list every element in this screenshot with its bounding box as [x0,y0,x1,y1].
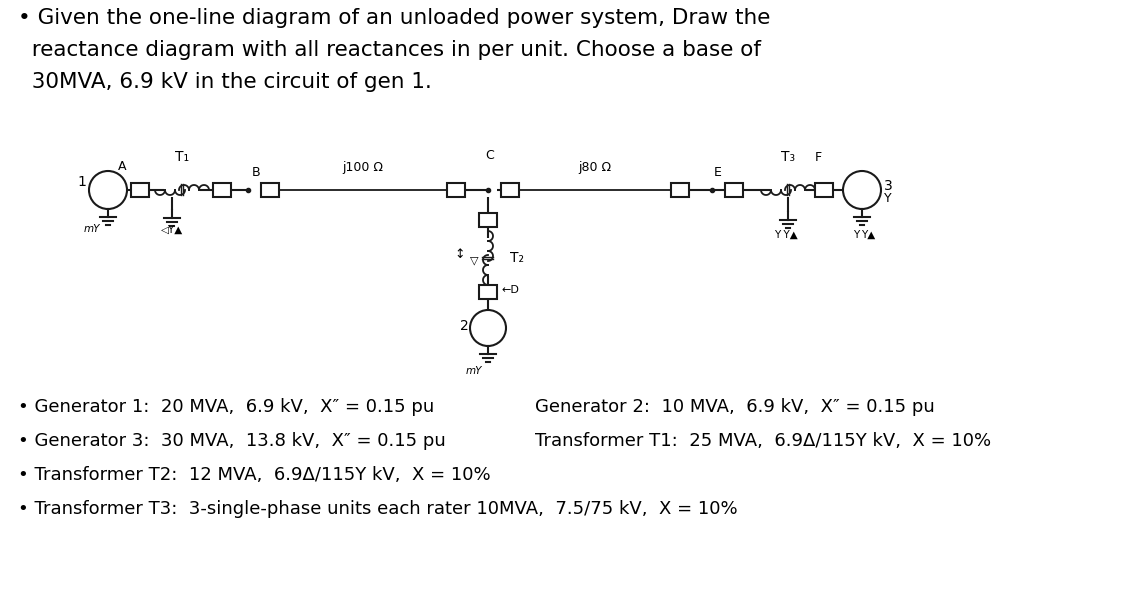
Text: • Transformer T3:  3-single-phase units each rater 10MVA,  7.5/75 kV,  X = 10%: • Transformer T3: 3-single-phase units e… [18,500,737,518]
Bar [671,183,689,197]
Text: 1: 1 [77,175,86,189]
Text: Y: Y [884,191,892,204]
Text: 3: 3 [884,179,893,193]
Text: 2: 2 [460,319,468,333]
Bar [213,183,231,197]
Text: • Transformer T2:  12 MVA,  6.9Δ/115Y kV,  X = 10%: • Transformer T2: 12 MVA, 6.9Δ/115Y kV, … [18,466,490,484]
Bar [447,183,465,197]
Text: j100 Ω: j100 Ω [342,161,384,174]
Text: ◁Y▲: ◁Y▲ [160,225,183,235]
Text: Y Y▲: Y Y▲ [774,230,798,240]
Bar [479,213,497,227]
Text: reactance diagram with all reactances in per unit. Choose a base of: reactance diagram with all reactances in… [18,40,761,60]
Text: A: A [118,160,127,173]
Text: E: E [714,166,721,178]
Bar [479,285,497,299]
Text: • Given the one-line diagram of an unloaded power system, Draw the: • Given the one-line diagram of an unloa… [18,8,771,28]
Text: Generator 2:  10 MVA,  6.9 kV,  X″ = 0.15 pu: Generator 2: 10 MVA, 6.9 kV, X″ = 0.15 p… [535,398,935,416]
Text: j80 Ω: j80 Ω [579,161,611,174]
Text: C: C [486,149,495,162]
Bar [131,183,149,197]
Text: mY: mY [84,224,100,234]
Text: mY: mY [466,366,482,376]
Text: ▽: ▽ [470,255,478,265]
Text: B: B [252,166,260,178]
Bar [815,183,833,197]
Text: 30MVA, 6.9 kV in the circuit of gen 1.: 30MVA, 6.9 kV in the circuit of gen 1. [18,72,432,92]
Bar [261,183,279,197]
Text: • Generator 3:  30 MVA,  13.8 kV,  X″ = 0.15 pu: • Generator 3: 30 MVA, 13.8 kV, X″ = 0.1… [18,432,445,450]
Text: F: F [815,151,821,164]
Text: T₂: T₂ [511,251,524,265]
Text: T₁: T₁ [175,150,190,164]
Text: • Generator 1:  20 MVA,  6.9 kV,  X″ = 0.15 pu: • Generator 1: 20 MVA, 6.9 kV, X″ = 0.15… [18,398,434,416]
Text: Transformer T1:  25 MVA,  6.9Δ/115Y kV,  X = 10%: Transformer T1: 25 MVA, 6.9Δ/115Y kV, X … [535,432,991,450]
Bar [725,183,743,197]
Text: Y▲: Y▲ [861,230,875,240]
Text: ↕: ↕ [454,247,466,260]
Bar [502,183,519,197]
Text: Y: Y [853,230,859,240]
Text: T₃: T₃ [781,150,795,164]
Text: ←D: ←D [502,285,519,295]
